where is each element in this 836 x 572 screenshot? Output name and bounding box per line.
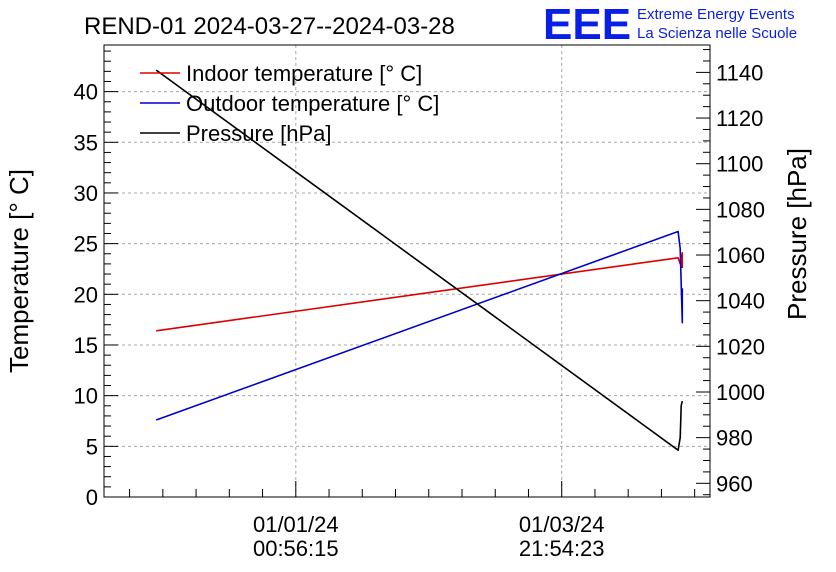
y-tick-label: 30 bbox=[74, 181, 98, 206]
y2-tick-labels: 960 980 1000 1020 1040 1060 1080 1100 1120 1140 bbox=[716, 60, 765, 496]
y2-tick-label: 1060 bbox=[716, 243, 765, 268]
y-tick-label: 35 bbox=[74, 130, 98, 155]
y-axis-label: Temperature [° C] bbox=[4, 169, 34, 373]
x-tick-label-date: 01/01/24 bbox=[253, 512, 339, 537]
y-tick-labels: 0 5 10 15 20 25 30 35 40 bbox=[74, 80, 98, 510]
series-layer bbox=[155, 69, 684, 452]
y2-tick-label: 1020 bbox=[716, 334, 765, 359]
plot-frame bbox=[103, 44, 711, 498]
y-tick-label: 0 bbox=[86, 485, 98, 510]
y2-tick-label: 960 bbox=[716, 471, 753, 496]
y2-tick-label: 1080 bbox=[716, 197, 765, 222]
logo-mark: EEE bbox=[543, 0, 631, 49]
ticks bbox=[104, 49, 710, 498]
x-tick-label-time: 21:54:23 bbox=[519, 536, 605, 561]
y-tick-label: 15 bbox=[74, 333, 98, 358]
y-tick-label: 25 bbox=[74, 232, 98, 257]
series-line-3 bbox=[155, 69, 684, 452]
y2-tick-label: 1100 bbox=[716, 152, 763, 177]
y2-tick-label: 1140 bbox=[716, 60, 763, 85]
x-tick-label-time: 00:56:15 bbox=[253, 536, 339, 561]
x-tick-label-date: 01/03/24 bbox=[519, 512, 605, 537]
legend: Indoor temperature [° C] Outdoor temperat… bbox=[140, 61, 439, 146]
y2-tick-label: 1000 bbox=[716, 380, 765, 405]
logo-line-1: Extreme Energy Events bbox=[637, 6, 795, 23]
y2-tick-label: 980 bbox=[716, 426, 753, 451]
y-tick-label: 40 bbox=[74, 80, 98, 105]
y2-tick-label: 1120 bbox=[716, 106, 763, 131]
grid bbox=[104, 45, 710, 497]
legend-label-1: Indoor temperature [° C] bbox=[186, 61, 422, 86]
chart-title: REND-01 2024-03-27--2024-03-28 bbox=[84, 13, 455, 40]
eee-logo: EEE Extreme Energy Events La Scienza nel… bbox=[543, 0, 797, 49]
y-tick-label: 10 bbox=[74, 384, 98, 409]
y-tick-label: 5 bbox=[86, 434, 98, 459]
logo-line-2: La Scienza nelle Scuole bbox=[637, 25, 797, 42]
legend-label-2: Outdoor temperature [° C] bbox=[186, 91, 439, 116]
y2-tick-label: 1040 bbox=[716, 289, 765, 314]
y2-axis-label: Pressure [hPa] bbox=[782, 148, 812, 320]
legend-label-3: Pressure [hPa] bbox=[186, 121, 332, 146]
y-tick-label: 20 bbox=[74, 282, 98, 307]
series-line-2 bbox=[155, 230, 684, 421]
